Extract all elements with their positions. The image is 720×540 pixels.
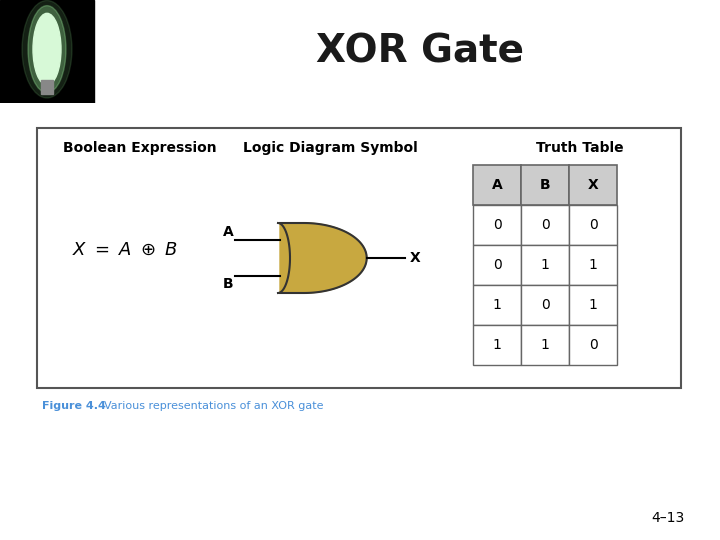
Text: A: A — [222, 225, 233, 239]
Bar — [473, 205, 521, 245]
Text: XOR Gate: XOR Gate — [316, 32, 524, 70]
Text: Figure 4.4: Figure 4.4 — [42, 401, 105, 410]
Text: 0: 0 — [589, 338, 598, 352]
Text: Truth Table: Truth Table — [536, 141, 624, 155]
Bar — [521, 165, 569, 205]
Ellipse shape — [33, 14, 61, 85]
Bar — [473, 245, 521, 285]
Text: 0: 0 — [541, 218, 549, 232]
Text: 0: 0 — [589, 218, 598, 232]
Text: Boolean Expression: Boolean Expression — [63, 141, 217, 155]
Text: 0: 0 — [541, 298, 549, 312]
Text: 1: 1 — [492, 338, 501, 352]
Bar — [521, 205, 569, 245]
Bar — [0, 0, 94, 103]
Text: B: B — [222, 278, 233, 292]
Text: 4–13: 4–13 — [651, 511, 685, 525]
Bar — [569, 285, 617, 325]
Text: 0: 0 — [492, 218, 501, 232]
Bar — [569, 205, 617, 245]
Bar — [569, 245, 617, 285]
Text: X: X — [588, 178, 598, 192]
Text: B: B — [540, 178, 550, 192]
Bar — [473, 285, 521, 325]
Text: A: A — [492, 178, 503, 192]
Ellipse shape — [22, 1, 72, 98]
Bar — [473, 165, 521, 205]
Text: 1: 1 — [588, 258, 598, 272]
Bar — [473, 325, 521, 365]
Bar — [569, 165, 617, 205]
Text: Various representations of an XOR gate: Various representations of an XOR gate — [96, 401, 323, 410]
Text: $X\ =\ A\ \oplus\ B$: $X\ =\ A\ \oplus\ B$ — [72, 241, 178, 259]
Text: 0: 0 — [492, 258, 501, 272]
Ellipse shape — [28, 5, 66, 93]
Polygon shape — [280, 223, 366, 293]
Text: X: X — [410, 251, 420, 265]
Text: 1: 1 — [541, 338, 549, 352]
Bar — [521, 325, 569, 365]
Bar — [521, 245, 569, 285]
Text: 1: 1 — [492, 298, 501, 312]
Text: 1: 1 — [541, 258, 549, 272]
Text: 1: 1 — [588, 298, 598, 312]
Bar — [41, 80, 53, 94]
Bar — [569, 325, 617, 365]
Text: Logic Diagram Symbol: Logic Diagram Symbol — [243, 141, 418, 155]
Bar — [521, 285, 569, 325]
